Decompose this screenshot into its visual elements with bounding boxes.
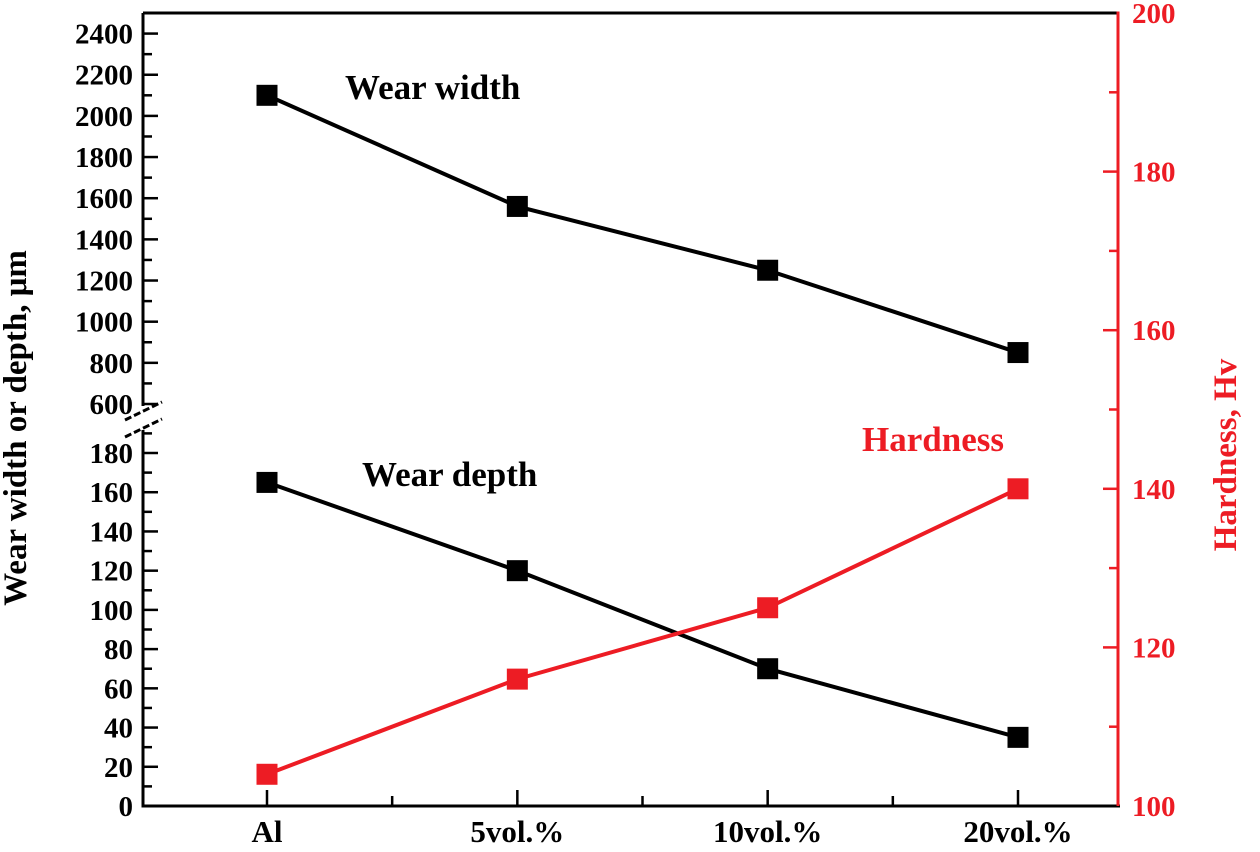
series-line-hardness [266, 486, 1019, 777]
series-line-wear-width [266, 93, 1019, 355]
x-axis-category-label: Al [252, 814, 283, 849]
left-axis-tick-label: 1400 [75, 224, 133, 256]
left-axis-tick-label: 120 [90, 556, 134, 588]
left-axis-title: Wear width or depth, μm [0, 250, 34, 606]
x-axis-category-label: 5vol.% [470, 814, 564, 849]
left-axis-tick-label: 2000 [75, 101, 133, 133]
series-marker-wear-width [256, 84, 278, 106]
left-axis-tick-label: 0 [119, 791, 134, 823]
right-axis-tick-label: 140 [1132, 474, 1176, 506]
left-axis-tick-label: 80 [104, 634, 133, 666]
series-marker-wear-depth [256, 471, 278, 493]
series-marker-wear-depth [506, 560, 528, 582]
right-axis-tick-label: 160 [1132, 315, 1176, 347]
left-axis-tick-label: 800 [90, 348, 134, 380]
right-axis-title: Hardness, Hv [1208, 358, 1244, 551]
right-axis-tick-label: 100 [1132, 791, 1176, 823]
left-axis-tick-label: 140 [90, 516, 134, 548]
series-marker-hardness [1007, 478, 1029, 500]
right-axis-tick-label: 120 [1132, 632, 1176, 664]
left-axis-tick-label: 2200 [75, 60, 133, 92]
left-axis-tick-label: 160 [90, 477, 134, 509]
left-axis-tick-label: 180 [90, 438, 134, 470]
annotation-hardness: Hardness [862, 420, 1004, 459]
x-axis-category-label: 10vol.% [713, 814, 822, 849]
series-marker-wear-depth [757, 658, 779, 680]
axis-break-icon [124, 417, 163, 439]
series-marker-wear-width [757, 259, 779, 281]
left-axis-tick-label: 40 [104, 713, 133, 745]
left-axis-tick-label: 100 [90, 595, 134, 627]
left-axis-tick-label: 1800 [75, 142, 133, 174]
left-axis-tick-label: 20 [104, 752, 133, 784]
left-axis-tick-label: 2400 [75, 19, 133, 51]
axis-break-icon [124, 400, 163, 422]
left-axis-tick-label: 60 [104, 673, 133, 705]
right-axis-tick-label: 180 [1132, 157, 1176, 189]
right-axis-tick-label: 200 [1132, 0, 1176, 30]
left-axis-tick-label: 1200 [75, 266, 133, 298]
series-marker-hardness [506, 668, 528, 690]
left-axis-tick-label: 1600 [75, 183, 133, 215]
annotation-wear-depth: Wear depth [362, 455, 537, 494]
annotation-wear-width: Wear width [345, 68, 520, 107]
left-axis-tick-label: 1000 [75, 307, 133, 339]
series-marker-hardness [757, 597, 779, 619]
series-marker-wear-width [1007, 342, 1029, 364]
x-axis-category-label: 20vol.% [963, 814, 1072, 849]
series-marker-wear-depth [1007, 726, 1029, 748]
series-marker-wear-width [506, 195, 528, 217]
series-line-wear-depth [266, 480, 1019, 740]
series-marker-hardness [256, 763, 278, 785]
left-axis-tick-label: 600 [90, 389, 134, 421]
